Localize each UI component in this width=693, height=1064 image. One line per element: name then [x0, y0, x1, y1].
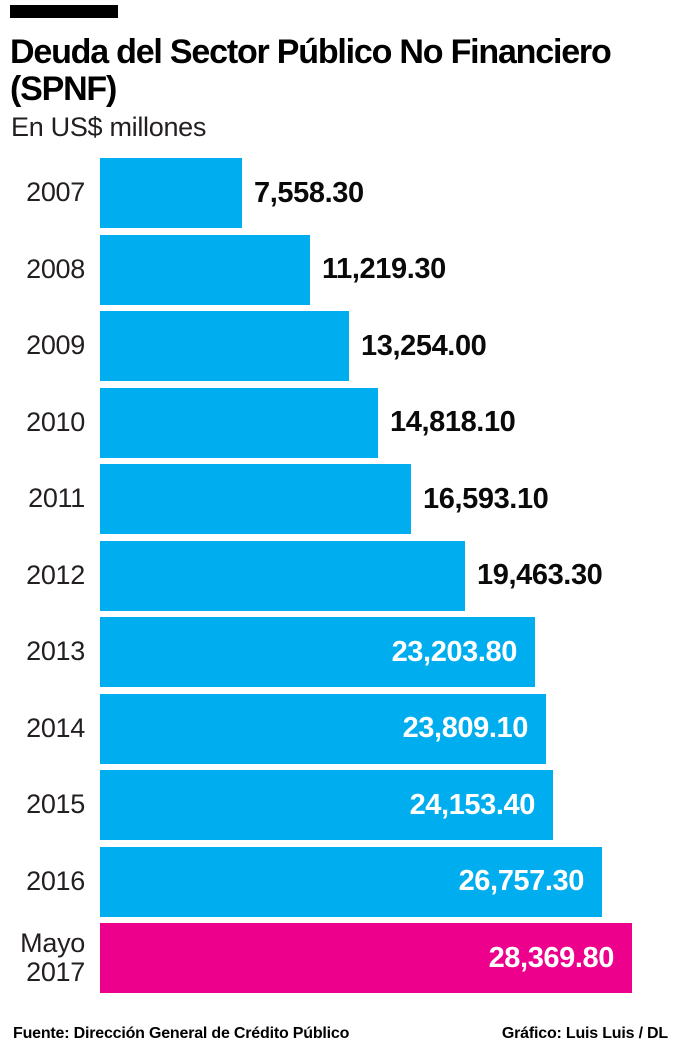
bar	[100, 387, 378, 458]
bar: 23,809.10	[100, 693, 546, 764]
page-title: Deuda del Sector Público No Financiero (…	[10, 33, 686, 109]
chart-units-label: En US$ millones	[11, 112, 207, 142]
bar-value-label: 11,219.30	[322, 253, 446, 285]
bar-row: 2013 23,203.80	[0, 617, 693, 687]
bar-value-label: 28,369.80	[488, 941, 615, 974]
bar-category-label: 2009	[26, 330, 85, 361]
bar-value-label: 24,153.40	[409, 788, 536, 821]
header-tag-bar	[10, 5, 118, 18]
bar-value-label: 7,558.30	[254, 176, 364, 209]
bar-row: 2012 19,463.30	[0, 540, 693, 611]
bar	[100, 158, 242, 228]
bar-value-label: 19,463.30	[477, 559, 603, 591]
bar-track: 16,593.10	[100, 464, 693, 534]
bar-category-label: 2011	[28, 483, 85, 514]
bar-row: 2008 11,219.30	[0, 234, 693, 305]
footer: Fuente: Dirección General de Crédito Púb…	[13, 1025, 668, 1043]
bar-category-label: 2010	[26, 406, 85, 437]
bar-track: 26,757.30	[100, 846, 693, 917]
bar-row: 2011 16,593.10	[0, 464, 693, 534]
graphic-credit: Gráfico: Luis Luis / DL	[501, 1025, 668, 1042]
bar-rows: 2007 7,558.30 2008 11,219.30 2009 13,254…	[0, 158, 693, 993]
bar-track: 14,818.10	[100, 387, 693, 458]
bar-row: 2016 26,757.30	[0, 846, 693, 917]
bar-track: 24,153.40	[100, 770, 693, 840]
bar-value-label: 13,254.00	[361, 329, 487, 362]
bar-category-label: Mayo 2017	[20, 927, 85, 987]
bar-track: 28,369.80	[100, 923, 693, 993]
bar-row: Mayo 2017 28,369.80	[0, 923, 693, 993]
bar-track: 11,219.30	[100, 234, 693, 305]
bar-row: 2014 23,809.10	[0, 693, 693, 764]
bar-row: 2009 13,254.00	[0, 311, 693, 381]
bar-track: 19,463.30	[100, 540, 693, 611]
bar-category-label: 2015	[26, 789, 85, 820]
bar-track: 23,203.80	[100, 617, 693, 687]
bar: 26,757.30	[100, 846, 602, 917]
bar-row: 2010 14,818.10	[0, 387, 693, 458]
bar-value-label: 16,593.10	[423, 482, 549, 515]
bar: 24,153.40	[100, 770, 553, 840]
bar-category-label: 2014	[26, 712, 85, 743]
bar-category-label: 2013	[26, 636, 85, 667]
bar-track: 23,809.10	[100, 693, 693, 764]
bar-category-label: 2016	[26, 865, 85, 896]
bar	[100, 311, 349, 381]
bar-category-label: 2007	[26, 177, 85, 208]
bar: 28,369.80	[100, 923, 632, 993]
bar: 23,203.80	[100, 617, 535, 687]
bar-row: 2015 24,153.40	[0, 770, 693, 840]
bar	[100, 234, 310, 305]
bar-value-label: 23,203.80	[391, 635, 518, 668]
bar-value-label: 26,757.30	[458, 865, 585, 897]
bar-row: 2007 7,558.30	[0, 158, 693, 228]
bar	[100, 540, 465, 611]
bar	[100, 464, 411, 534]
source-credit: Fuente: Dirección General de Crédito Púb…	[13, 1025, 350, 1042]
bar-value-label: 14,818.10	[390, 406, 516, 438]
bar-category-label: 2012	[26, 559, 85, 590]
bar-track: 13,254.00	[100, 311, 693, 381]
bar-value-label: 23,809.10	[402, 712, 529, 744]
bar-category-label: 2008	[26, 253, 85, 284]
bar-track: 7,558.30	[100, 158, 693, 228]
bar-chart: 2007 7,558.30 2008 11,219.30 2009 13,254…	[0, 158, 693, 1000]
page-title-line-1: Deuda del Sector Público No Financiero	[10, 33, 612, 71]
page-title-line-2: (SPNF)	[10, 70, 117, 109]
